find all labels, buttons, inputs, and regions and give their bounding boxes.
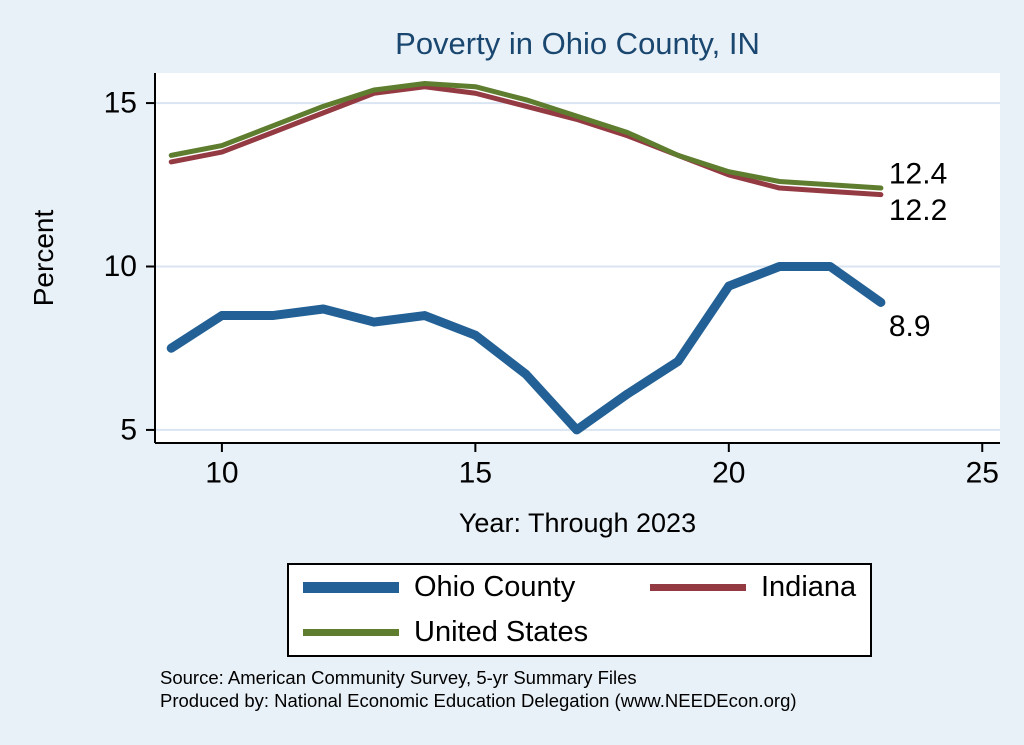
svg-text:12.2: 12.2 <box>889 194 947 227</box>
svg-text:20: 20 <box>712 457 745 490</box>
produced-by-line: Produced by: National Economic Education… <box>160 690 797 711</box>
svg-text:10: 10 <box>205 457 238 490</box>
y-axis-title: Percent <box>28 209 59 307</box>
svg-text:12.4: 12.4 <box>889 158 947 191</box>
legend: Ohio County Indiana United States <box>287 563 872 657</box>
svg-text:10: 10 <box>104 250 137 283</box>
source-line: Source: American Community Survey, 5-yr … <box>160 667 637 688</box>
legend-swatch-indiana <box>650 584 746 591</box>
legend-item-ohio-county: Ohio County <box>303 571 650 604</box>
x-axis-title: Year: Through 2023 <box>458 508 697 538</box>
legend-label-ohio-county: Ohio County <box>414 571 576 603</box>
legend-item-indiana: Indiana <box>650 571 856 604</box>
legend-label-indiana: Indiana <box>761 571 857 603</box>
legend-swatch-ohio-county <box>303 582 399 593</box>
svg-text:15: 15 <box>104 87 137 120</box>
svg-text:5: 5 <box>120 413 137 446</box>
chart-title: Poverty in Ohio County, IN <box>395 26 760 61</box>
source-notes: Source: American Community Survey, 5-yr … <box>160 666 797 712</box>
legend-item-united-states: United States <box>303 616 650 649</box>
svg-text:15: 15 <box>459 457 492 490</box>
svg-text:8.9: 8.9 <box>889 310 931 343</box>
legend-label-united-states: United States <box>414 616 589 648</box>
legend-swatch-united-states <box>303 629 399 636</box>
svg-text:25: 25 <box>966 457 999 490</box>
